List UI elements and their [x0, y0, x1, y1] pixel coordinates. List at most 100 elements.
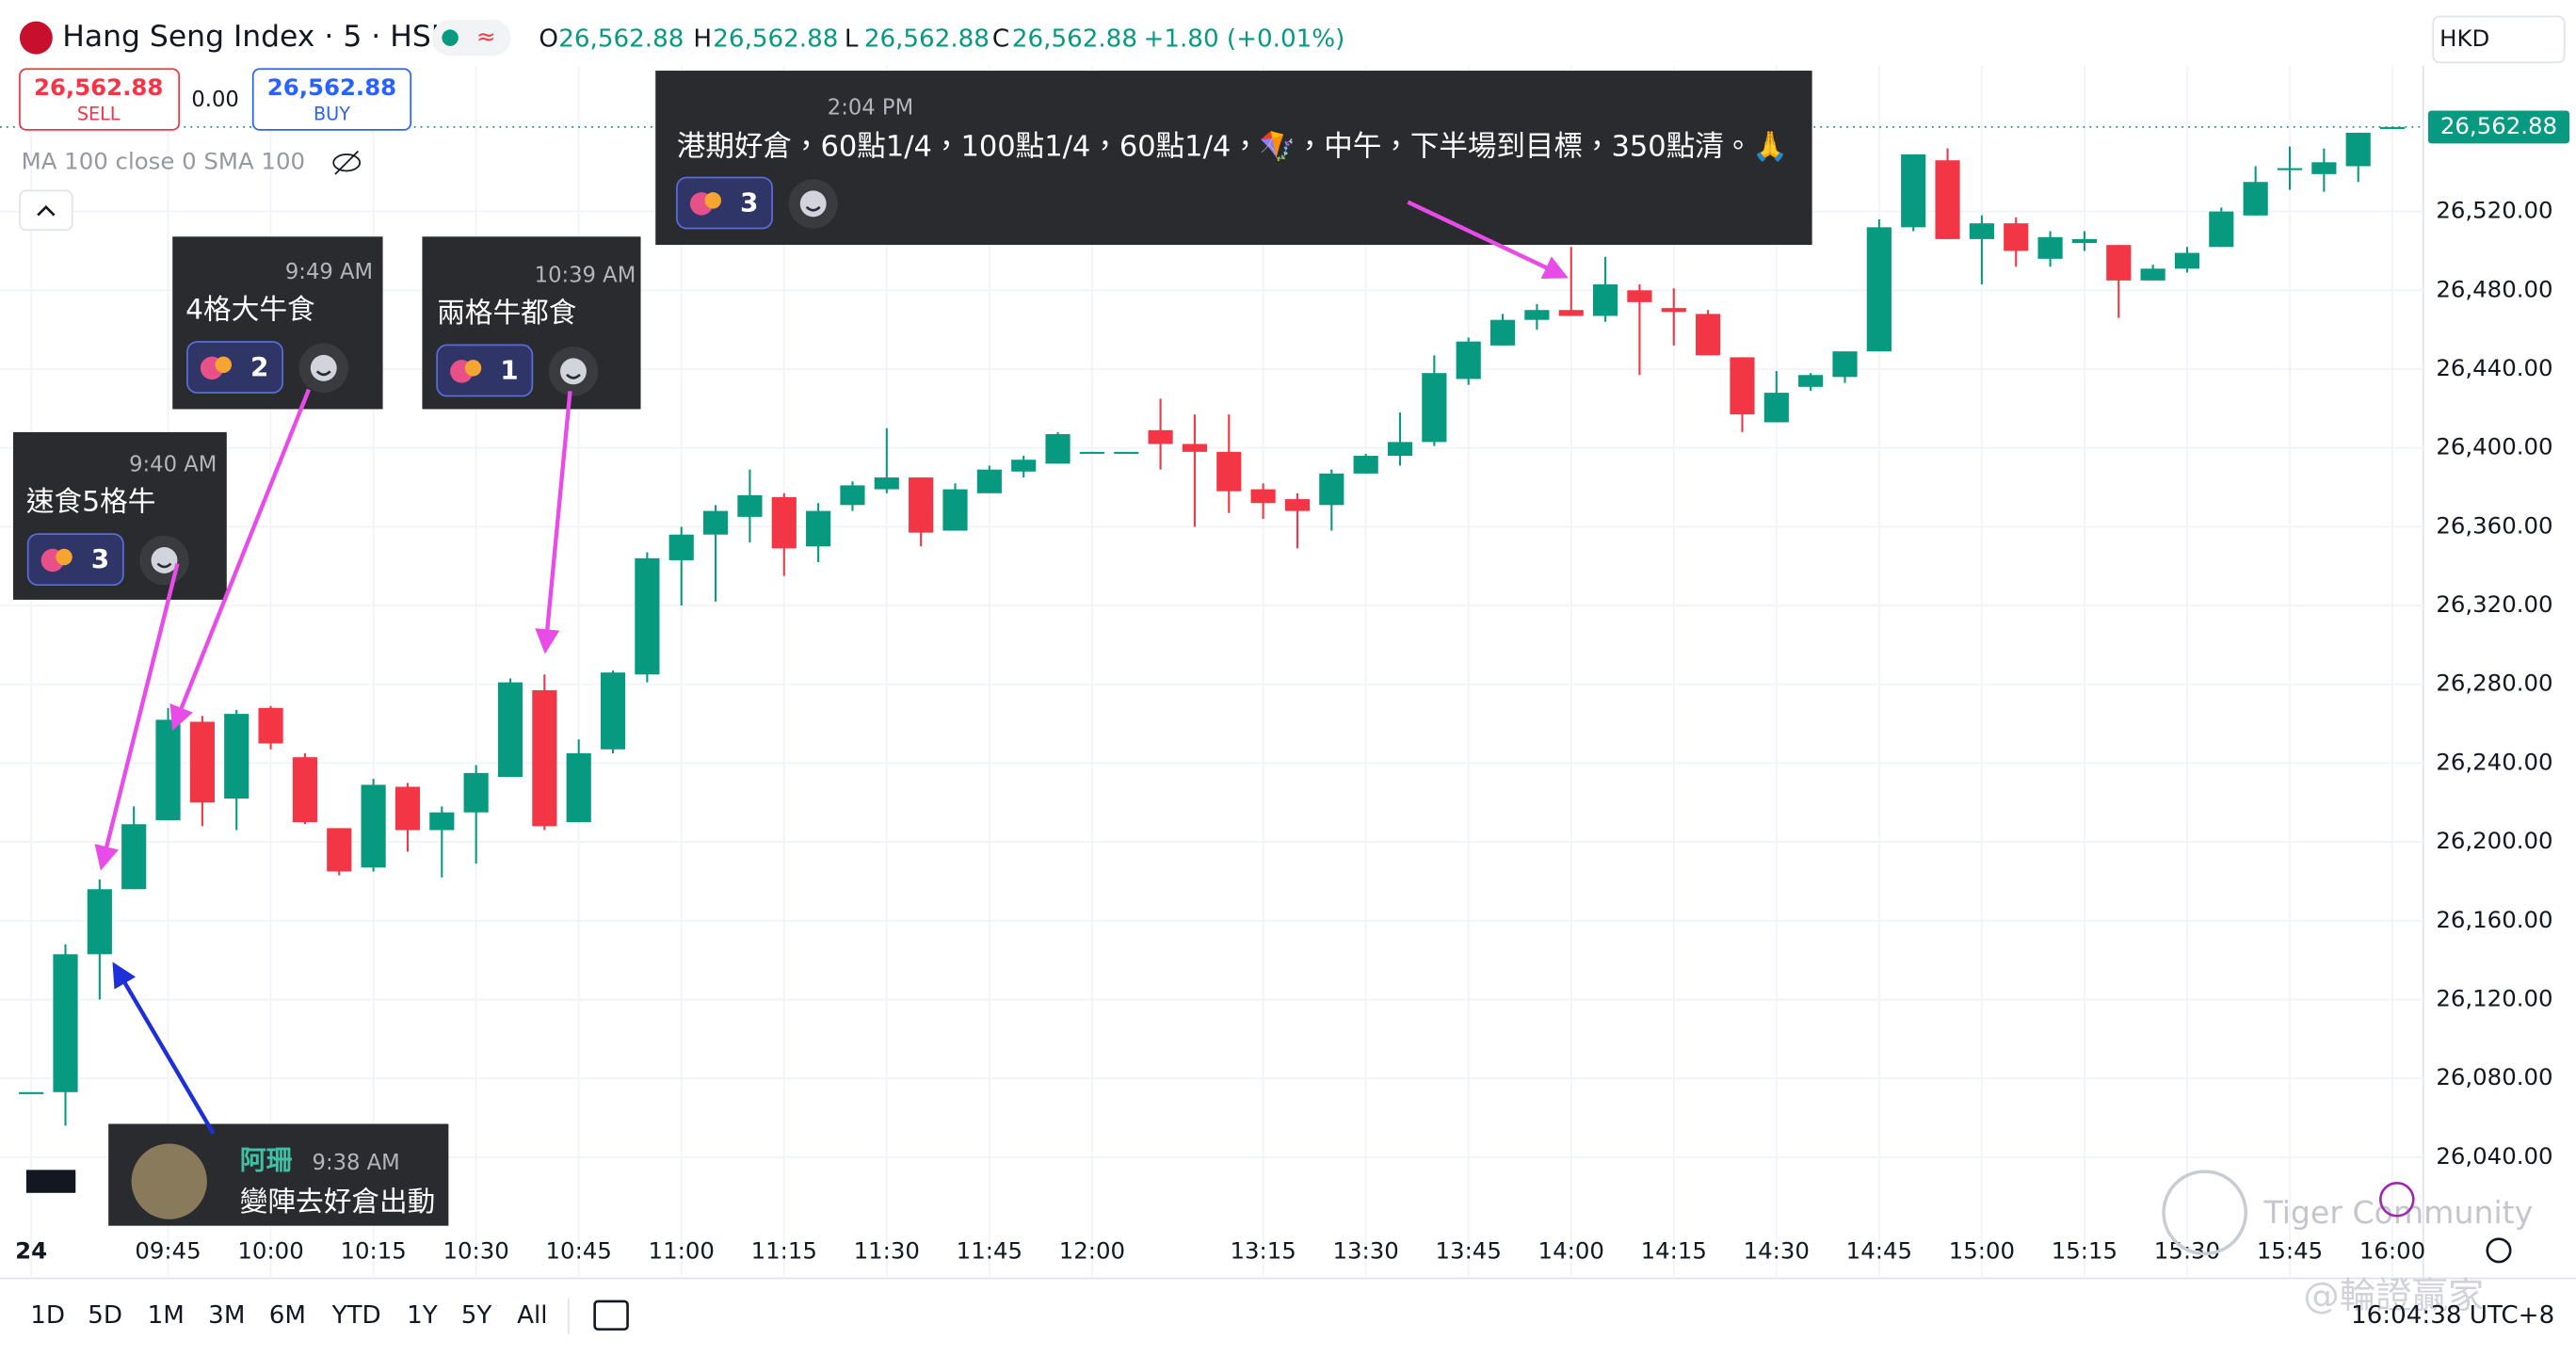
x-tick-label: 13:15 — [1230, 1237, 1296, 1265]
buy-button[interactable] — [251, 68, 412, 131]
x-tick-label: 10:45 — [546, 1237, 612, 1265]
range-button[interactable]: All — [517, 1301, 547, 1330]
candle-body — [840, 485, 865, 506]
candle-body — [189, 721, 215, 803]
y-tick-label: 26,400.00 — [2436, 433, 2552, 460]
candle-body — [1456, 341, 1481, 379]
reaction-emoji-b — [56, 548, 72, 566]
y-tick-label: 26,080.00 — [2436, 1063, 2552, 1090]
candle-body — [1489, 319, 1516, 346]
candle-body — [771, 496, 797, 549]
candle-body — [909, 477, 934, 533]
comment-time: 10:39 AM — [535, 264, 636, 288]
y-tick-label: 26,320.00 — [2436, 590, 2552, 618]
reaction-pill[interactable] — [186, 341, 283, 394]
candle-body — [1661, 308, 1686, 313]
range-button[interactable]: YTD — [331, 1301, 381, 1330]
eye-slash — [334, 150, 360, 175]
candle-body — [532, 689, 557, 827]
tv-logo — [25, 1170, 76, 1193]
candle-body — [2209, 211, 2234, 248]
indicator: MA 100 close 0 SMA 100 — [22, 148, 305, 175]
x-tick-label: 14:30 — [1744, 1237, 1810, 1265]
range-button[interactable]: 1Y — [407, 1301, 439, 1330]
candle-body — [668, 534, 694, 560]
ohlc-label: L — [845, 24, 859, 53]
y-tick-label: 26,280.00 — [2436, 670, 2552, 697]
range-button[interactable]: 1M — [148, 1301, 185, 1330]
candle-body — [1045, 434, 1071, 464]
candle-body — [976, 469, 1002, 493]
smiley-mouth — [156, 562, 172, 569]
x-tick-label: 15:00 — [1949, 1237, 2015, 1265]
candle-body — [224, 714, 250, 799]
ohlc-value: 26,562.88 — [864, 24, 990, 53]
reaction-count[interactable]: 1 — [500, 354, 518, 385]
comment-text: 速食5格牛 — [26, 484, 156, 517]
candle-body — [87, 889, 112, 955]
candle-body — [806, 510, 831, 547]
range-button[interactable]: 1D — [30, 1301, 65, 1330]
x-tick-label: 14:00 — [1538, 1237, 1604, 1265]
candle-body — [361, 784, 386, 868]
candle-body — [2311, 162, 2337, 174]
settings-icon[interactable] — [2486, 1237, 2512, 1264]
sell-button[interactable] — [19, 68, 181, 131]
lightning-icon[interactable] — [2379, 1182, 2415, 1218]
ohlc-value: 26,562.88 — [558, 24, 684, 53]
sell-price[interactable]: 26,562.88 — [34, 73, 163, 101]
range-button[interactable]: 5D — [88, 1301, 122, 1330]
arrow — [535, 391, 572, 654]
sell-label[interactable]: SELL — [77, 104, 121, 125]
smiley — [560, 358, 587, 385]
candle-body — [2243, 182, 2268, 216]
candle-body — [1216, 451, 1242, 492]
comment-user: 阿珊 — [240, 1145, 293, 1176]
candle-body — [2037, 236, 2063, 259]
x-tick-label: 15:15 — [2052, 1237, 2117, 1265]
candle-body — [463, 772, 489, 813]
currency[interactable]: HKD — [2439, 24, 2489, 52]
arrow — [94, 562, 180, 871]
buy-price[interactable]: 26,562.88 — [267, 73, 396, 101]
buy-label[interactable]: BUY — [314, 104, 350, 125]
reaction-count[interactable]: 3 — [91, 543, 109, 574]
clock: 16:04:38 UTC+8 — [2351, 1301, 2554, 1330]
comment-text: 變陣去好倉出動 — [240, 1185, 436, 1218]
smiley-mouth — [805, 205, 821, 212]
candle-body — [1250, 489, 1276, 504]
arrow — [1407, 200, 1569, 280]
chevron — [37, 205, 56, 217]
y-tick-label: 26,520.00 — [2436, 197, 2552, 224]
reaction-pill[interactable] — [26, 533, 124, 587]
avatar — [131, 1143, 207, 1219]
candle-body — [1319, 473, 1344, 506]
reaction-pill[interactable] — [436, 344, 534, 397]
arrow — [169, 388, 312, 732]
ohlc-value: 26,562.88 — [1012, 24, 1137, 53]
calendar-icon[interactable] — [593, 1300, 629, 1331]
x-tick-label: 11:15 — [751, 1237, 817, 1265]
candle-body — [874, 477, 899, 490]
currency-box[interactable] — [2432, 15, 2566, 64]
comment-text: 港期好倉，60點1/4，100點1/4，60點1/4，🪁，中午，下半場到目標，3… — [677, 131, 1788, 164]
reaction-count[interactable]: 3 — [740, 186, 758, 218]
collapse-button[interactable] — [19, 189, 73, 232]
candle-body — [2345, 132, 2371, 167]
reaction-emoji-b — [464, 360, 482, 377]
range-button[interactable]: 3M — [208, 1301, 245, 1330]
y-tick-label: 26,120.00 — [2436, 984, 2552, 1011]
eye-icon[interactable] — [332, 153, 362, 172]
candle-body — [1832, 351, 1858, 378]
candle-body — [1866, 227, 1892, 352]
reaction-count[interactable]: 2 — [250, 351, 268, 382]
candle-body — [1730, 357, 1755, 415]
candle-body — [2174, 252, 2200, 269]
reaction-emoji-b — [704, 192, 722, 209]
range-button[interactable]: 5Y — [461, 1301, 493, 1330]
reaction-emoji-b — [215, 356, 233, 374]
reaction-pill[interactable] — [676, 176, 773, 230]
range-button[interactable]: 6M — [269, 1301, 306, 1330]
ohlc-value: 26,562.88 — [713, 24, 838, 53]
